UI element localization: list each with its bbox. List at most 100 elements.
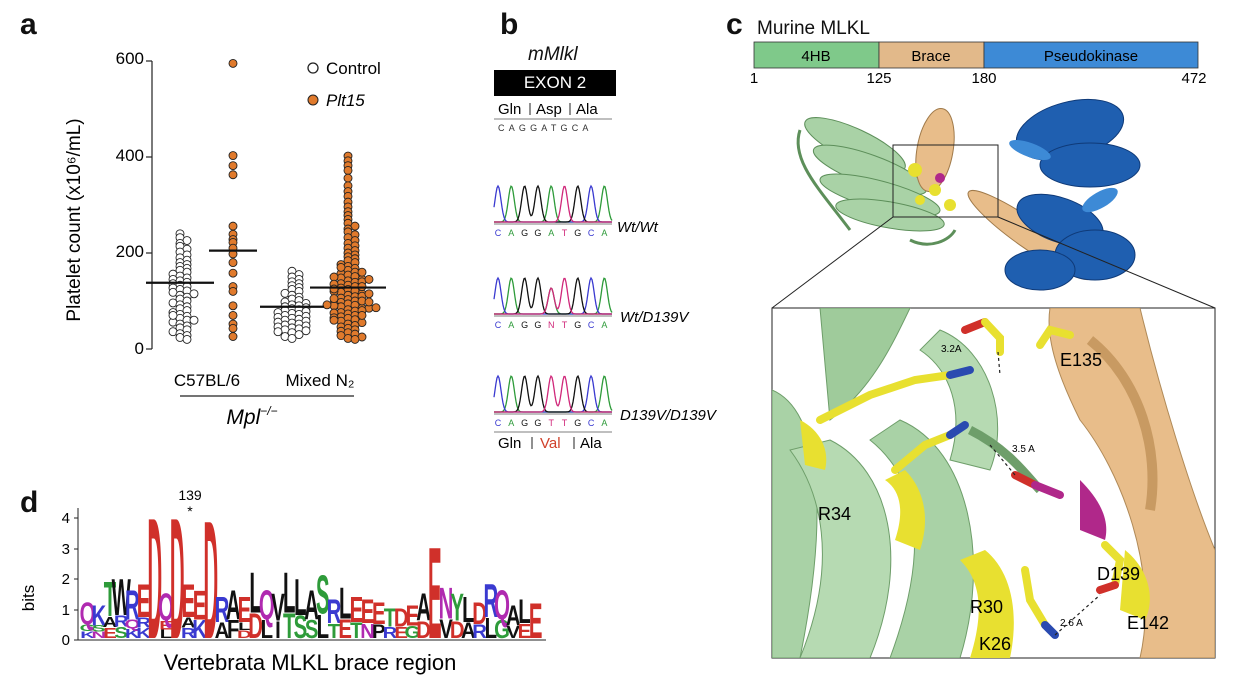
base-call: T xyxy=(548,418,554,428)
base-call: A xyxy=(601,320,607,330)
data-point xyxy=(343,173,353,183)
logo-letter: Q xyxy=(158,585,174,629)
legend-plt15-label: Plt15 xyxy=(326,91,365,110)
pos-472: 472 xyxy=(1181,70,1206,87)
zoom-inset: E135 R34 D139 R30 E142 K26 3.2A 3.5 A 2.… xyxy=(771,307,1216,659)
logo-letter: E xyxy=(103,624,117,641)
data-point xyxy=(228,310,238,320)
data-point xyxy=(168,310,178,320)
panel-label-b: b xyxy=(500,8,519,41)
pos-125: 125 xyxy=(866,70,891,87)
logo-letter: L xyxy=(339,580,351,629)
base-call: A xyxy=(508,418,514,428)
logo-letter: A xyxy=(461,618,476,643)
base-call: G xyxy=(521,418,528,428)
logo-letter: E xyxy=(182,574,196,627)
logo-letter: E xyxy=(518,620,532,643)
base-call: A xyxy=(508,228,514,238)
data-point xyxy=(364,289,374,299)
logo-letter: N xyxy=(91,631,106,641)
logo-letter: R xyxy=(383,623,398,641)
residue-e142: E142 xyxy=(1127,613,1169,633)
logo-letter: A xyxy=(103,613,118,630)
logo-letter: G xyxy=(404,623,420,642)
domain-pseudokinase xyxy=(983,41,1199,69)
logo-letter: I xyxy=(275,616,281,643)
logo-letter: G xyxy=(80,623,96,633)
logo-letter: R xyxy=(125,581,140,628)
base-call: A xyxy=(601,228,607,238)
logo-letter: L xyxy=(283,562,295,626)
logo-letter: E xyxy=(394,623,408,641)
codon-bottom-1: Gln xyxy=(498,435,521,452)
base-call: C xyxy=(495,418,502,428)
base-call: T xyxy=(562,418,568,428)
zoom-line-left xyxy=(771,216,894,309)
legend-plt15-marker xyxy=(307,94,319,106)
reference-sequence: CAGGATGCA xyxy=(498,123,593,133)
mpl-label: Mpl−/− xyxy=(226,404,277,429)
domain-4hb xyxy=(753,41,880,69)
base-call: A xyxy=(601,418,607,428)
logo-letter: D xyxy=(450,616,465,643)
pos-180: 180 xyxy=(971,70,996,87)
data-point xyxy=(364,297,374,307)
logo-letter: E xyxy=(406,600,420,632)
base-call: G xyxy=(534,418,541,428)
logo-letter: K xyxy=(91,600,106,632)
data-point xyxy=(228,161,238,171)
domain-pseudokinase-label: Pseudokinase xyxy=(1044,48,1138,65)
logo-letter: A xyxy=(304,581,319,628)
logo-letter: V xyxy=(271,585,285,629)
logo-letter: K xyxy=(80,630,95,640)
data-point xyxy=(301,326,311,336)
data-point xyxy=(350,334,360,344)
logo-letter: A xyxy=(226,581,241,628)
logo-letter: R xyxy=(136,615,151,631)
logo-letter: E xyxy=(372,596,386,632)
domain-4hb-label: 4HB xyxy=(801,48,830,65)
logo-letter: D xyxy=(472,596,487,632)
base-call: G xyxy=(574,418,581,428)
residue-k26: K26 xyxy=(979,634,1011,654)
data-point xyxy=(189,315,199,325)
logo-letter: W xyxy=(112,569,132,627)
base-call: G xyxy=(521,228,528,238)
logo-x-label: Vertebrata MLKL brace region xyxy=(164,650,457,675)
base-call: G xyxy=(574,320,581,330)
base-call: G xyxy=(534,320,541,330)
data-point xyxy=(294,330,304,340)
ytick-200: 200 xyxy=(116,242,144,261)
logo-letter: E xyxy=(428,521,442,666)
base-call: C xyxy=(588,418,595,428)
logo-letter: E xyxy=(350,590,364,631)
logo-letter: E xyxy=(193,581,207,628)
logo-letter: E xyxy=(137,574,151,627)
logo-letter: T xyxy=(104,573,116,628)
platelet-dot-plot: Platelet count (x10⁶/mL) 600 400 200 0 C… xyxy=(64,49,386,429)
logo-letter: Q xyxy=(494,581,510,628)
logo-letter: D xyxy=(170,486,185,676)
codon-bottom-3: Ala xyxy=(580,435,602,452)
logo-letter: D xyxy=(416,616,431,643)
protein-title: Murine MLKL xyxy=(757,18,870,39)
logo-letter: A xyxy=(215,618,230,643)
data-point xyxy=(228,170,238,180)
base-call: C xyxy=(588,228,595,238)
data-point xyxy=(343,165,353,175)
distance-3-5: 3.5 A xyxy=(1012,444,1035,455)
zoom-line-right xyxy=(997,216,1216,309)
domain-brace-label: Brace xyxy=(911,48,950,65)
data-point xyxy=(228,221,238,231)
logo-letter: R xyxy=(327,593,342,631)
data-point xyxy=(287,333,297,343)
logo-letter: S xyxy=(316,565,330,626)
data-point xyxy=(322,300,332,310)
sequence-logo: bits 0 1 2 3 4 139 * KGQNSKEATSRWKQRKRED… xyxy=(20,486,546,676)
base-call: T xyxy=(562,228,568,238)
gene-name: mMlkl xyxy=(528,44,578,65)
logo-letter: R xyxy=(483,574,498,627)
residue-d139: D139 xyxy=(1097,564,1140,584)
logo-letter: D xyxy=(248,607,263,646)
logo-y-label: bits xyxy=(20,585,38,611)
